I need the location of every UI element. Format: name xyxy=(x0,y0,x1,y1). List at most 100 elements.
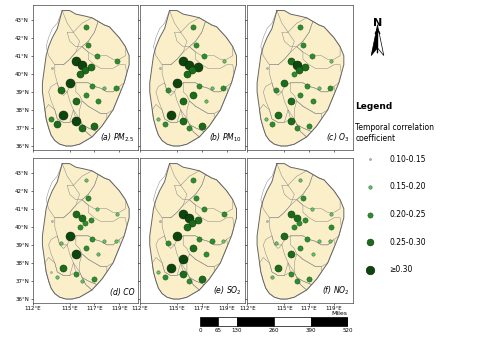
Point xyxy=(286,271,294,276)
Point xyxy=(60,266,68,271)
Point xyxy=(94,251,102,256)
Point xyxy=(309,98,317,104)
Point xyxy=(198,276,206,282)
Point xyxy=(286,211,294,217)
Point xyxy=(57,87,65,93)
Point xyxy=(292,215,300,221)
Point xyxy=(366,267,374,272)
Point xyxy=(296,24,304,29)
Point xyxy=(296,93,304,98)
Point xyxy=(86,217,94,222)
Point xyxy=(189,93,197,98)
Text: (e) SO$_2$: (e) SO$_2$ xyxy=(213,285,242,297)
Point xyxy=(189,177,197,183)
Point xyxy=(366,184,374,190)
Polygon shape xyxy=(257,163,344,299)
Point xyxy=(286,58,294,64)
Point xyxy=(167,266,175,271)
Point xyxy=(179,58,187,64)
Point xyxy=(164,87,172,93)
Point xyxy=(292,125,300,131)
Point xyxy=(296,246,304,251)
Point xyxy=(196,84,203,89)
Point xyxy=(186,215,194,221)
Point xyxy=(48,219,56,224)
Point xyxy=(80,67,88,73)
Point xyxy=(274,113,282,118)
Point xyxy=(186,125,194,131)
Point xyxy=(309,251,317,256)
Polygon shape xyxy=(371,25,378,55)
Point xyxy=(154,269,162,275)
Point xyxy=(90,123,98,129)
Point xyxy=(57,240,65,246)
Point xyxy=(112,238,120,244)
Point xyxy=(186,278,194,284)
Point xyxy=(202,251,209,256)
Point xyxy=(194,64,202,69)
Point xyxy=(305,123,313,129)
Point xyxy=(78,125,86,131)
Polygon shape xyxy=(257,11,344,146)
Polygon shape xyxy=(150,11,236,146)
Point xyxy=(113,211,121,217)
Point xyxy=(78,278,86,284)
Point xyxy=(82,246,90,251)
Point xyxy=(290,224,298,229)
Point xyxy=(76,224,84,229)
Point xyxy=(302,237,310,242)
Point xyxy=(188,221,196,226)
Point xyxy=(47,269,55,275)
Polygon shape xyxy=(150,163,236,299)
Point xyxy=(200,53,208,58)
Text: N: N xyxy=(373,18,382,28)
Polygon shape xyxy=(42,11,129,146)
Point xyxy=(263,66,271,71)
Point xyxy=(179,271,187,276)
Text: 520: 520 xyxy=(342,328,353,333)
Text: 0.20-0.25: 0.20-0.25 xyxy=(390,210,426,219)
Text: 0.25-0.30: 0.25-0.30 xyxy=(390,238,426,247)
Point xyxy=(290,71,298,77)
Point xyxy=(366,157,374,162)
Point xyxy=(173,233,181,239)
Point xyxy=(328,224,336,229)
Point xyxy=(72,118,80,123)
Point xyxy=(86,64,94,69)
Point xyxy=(82,24,90,29)
Point xyxy=(154,116,162,122)
Point xyxy=(326,86,334,91)
Point xyxy=(262,116,270,122)
Point xyxy=(88,84,96,89)
Point xyxy=(189,24,197,29)
Point xyxy=(54,275,62,280)
Point xyxy=(302,84,310,89)
Point xyxy=(208,86,216,91)
Point xyxy=(90,276,98,282)
Polygon shape xyxy=(378,25,384,55)
Bar xyxy=(274,317,310,326)
Point xyxy=(286,98,294,104)
Bar xyxy=(200,317,218,326)
Point xyxy=(48,66,56,71)
Point xyxy=(160,122,168,127)
Bar xyxy=(237,317,274,326)
Point xyxy=(366,212,374,217)
Point xyxy=(299,195,307,201)
Point xyxy=(308,206,316,211)
Point xyxy=(82,177,90,183)
Point xyxy=(296,177,304,183)
Point xyxy=(164,240,172,246)
Point xyxy=(315,238,323,244)
Text: (b) PM$_{10}$: (b) PM$_{10}$ xyxy=(209,131,242,144)
Point xyxy=(286,118,294,123)
Point xyxy=(263,219,271,224)
Point xyxy=(179,98,187,104)
Point xyxy=(315,86,323,91)
Point xyxy=(72,98,80,104)
Point xyxy=(82,93,90,98)
Point xyxy=(179,211,187,217)
Text: 0.15-0.20: 0.15-0.20 xyxy=(390,182,426,192)
Text: (d) CO: (d) CO xyxy=(110,288,134,297)
Point xyxy=(72,271,80,276)
